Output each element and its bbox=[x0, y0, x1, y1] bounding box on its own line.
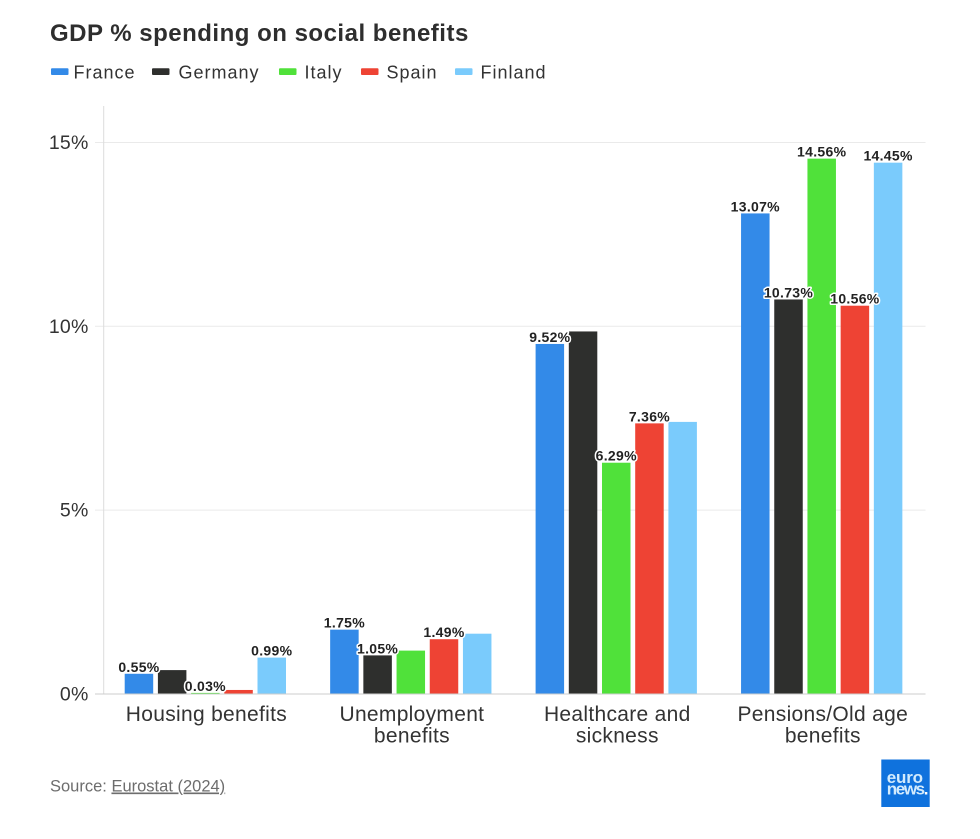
svg-text:0.99%: 0.99% bbox=[251, 643, 292, 659]
svg-text:1.05%: 1.05% bbox=[357, 640, 398, 656]
svg-text:0.03%: 0.03% bbox=[185, 678, 226, 694]
svg-text:6.29%: 6.29% bbox=[596, 448, 637, 464]
svg-text:Italy: Italy bbox=[305, 62, 343, 82]
svg-text:10.56%: 10.56% bbox=[830, 291, 880, 307]
svg-text:Housing benefits: Housing benefits bbox=[126, 703, 287, 726]
svg-text:euro: euro bbox=[887, 768, 923, 787]
svg-text:Germany: Germany bbox=[179, 62, 260, 82]
svg-text:0%: 0% bbox=[60, 683, 89, 705]
svg-text:14.45%: 14.45% bbox=[863, 148, 913, 164]
svg-text:5%: 5% bbox=[60, 500, 89, 522]
svg-text:GDP % spending on social benef: GDP % spending on social benefits bbox=[50, 20, 469, 47]
svg-text:Spain: Spain bbox=[387, 62, 438, 82]
svg-text:1.49%: 1.49% bbox=[423, 624, 464, 640]
svg-text:news.: news. bbox=[887, 780, 928, 799]
svg-text:France: France bbox=[74, 62, 136, 82]
svg-text:Finland: Finland bbox=[481, 62, 547, 82]
svg-text:1.75%: 1.75% bbox=[324, 615, 365, 631]
svg-text:13.07%: 13.07% bbox=[731, 198, 781, 214]
svg-text:Source: Eurostat (2024): Source: Eurostat (2024) bbox=[50, 778, 225, 796]
svg-text:10.73%: 10.73% bbox=[764, 284, 814, 300]
svg-text:7.36%: 7.36% bbox=[629, 408, 670, 424]
svg-text:10%: 10% bbox=[49, 316, 89, 338]
svg-text:9.52%: 9.52% bbox=[529, 329, 570, 345]
svg-text:0.55%: 0.55% bbox=[118, 659, 159, 675]
svg-text:15%: 15% bbox=[49, 132, 89, 154]
svg-text:14.56%: 14.56% bbox=[797, 144, 847, 160]
